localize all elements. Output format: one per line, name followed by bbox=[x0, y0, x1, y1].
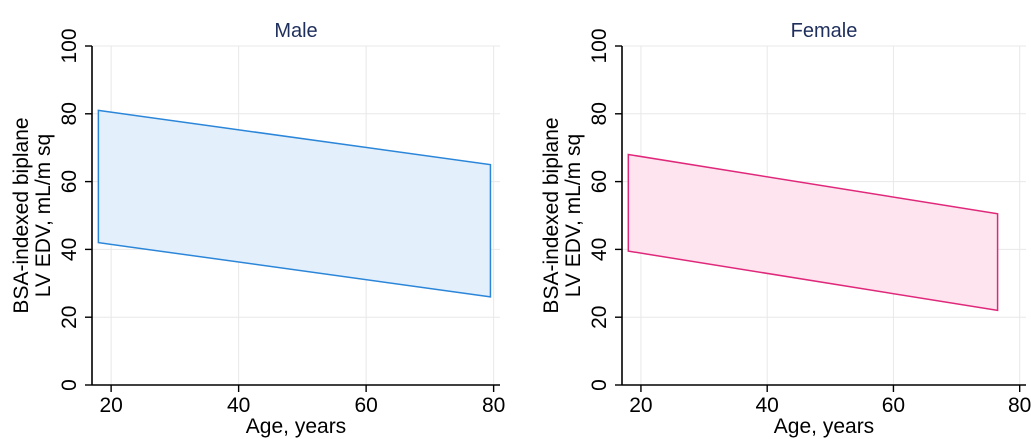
y-tick-label: 20 bbox=[58, 306, 81, 329]
x-tick-label: 40 bbox=[227, 394, 250, 417]
y-axis-title-line: LV EDV, mL/m sq bbox=[562, 134, 585, 297]
x-tick-label: 60 bbox=[882, 394, 905, 417]
panel-title: Male bbox=[274, 20, 317, 42]
x-axis-title: Age, years bbox=[774, 415, 874, 438]
y-tick-label: 80 bbox=[588, 102, 611, 125]
y-tick-label: 60 bbox=[588, 170, 611, 193]
x-tick-label: 80 bbox=[1008, 394, 1031, 417]
y-axis-title-line: LV EDV, mL/m sq bbox=[32, 134, 55, 297]
chart-panel-male: 20 40 60 80 0 20 40 60 80 100 Male Age, years BSA-in… bbox=[10, 20, 505, 438]
x-tick-label: 20 bbox=[629, 394, 652, 417]
x-axis-title: Age, years bbox=[246, 415, 346, 438]
y-tick-label: 80 bbox=[58, 102, 81, 125]
y-axis-title-line: BSA-indexed biplane bbox=[10, 117, 33, 313]
y-tick-label: 20 bbox=[588, 306, 611, 329]
x-tick-label: 40 bbox=[756, 394, 779, 417]
y-tick-label: 100 bbox=[58, 28, 81, 63]
reference-band bbox=[97, 109, 492, 298]
y-axis-title-line: BSA-indexed biplane bbox=[540, 117, 563, 313]
y-tick-label: 0 bbox=[58, 379, 81, 391]
x-tick-label: 20 bbox=[99, 394, 122, 417]
chart-panel-female: 20 40 60 80 0 20 40 60 80 100 Female Age, years BSA-… bbox=[540, 20, 1031, 438]
y-tick-label: 40 bbox=[588, 238, 611, 261]
y-tick-label: 60 bbox=[58, 170, 81, 193]
panel-title: Female bbox=[791, 20, 858, 42]
reference-band bbox=[627, 153, 999, 312]
x-tick-label: 60 bbox=[354, 394, 377, 417]
y-tick-label: 100 bbox=[588, 28, 611, 63]
y-tick-label: 40 bbox=[58, 238, 81, 261]
x-tick-label: 80 bbox=[482, 394, 505, 417]
y-tick-label: 0 bbox=[588, 379, 611, 391]
